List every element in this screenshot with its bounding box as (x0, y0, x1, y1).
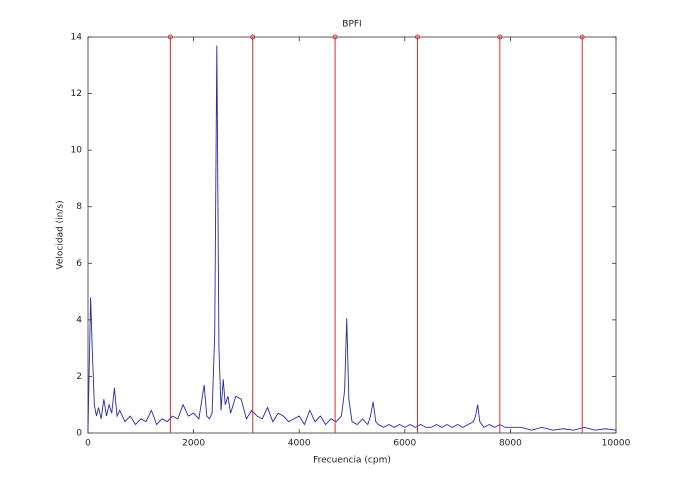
harmonic-marker (167, 34, 173, 40)
x-tick-label: 2000 (182, 439, 205, 449)
harmonic-marker (415, 34, 420, 40)
y-tick-label: 12 (71, 89, 82, 99)
harmonic-marker (579, 34, 585, 40)
x-tick-label: 4000 (288, 439, 311, 449)
y-tick-label: 0 (76, 429, 82, 439)
x-tick-label: 10000 (602, 439, 631, 449)
harmonic-marker (250, 34, 256, 40)
chart-title: BPFI (342, 20, 361, 30)
y-tick-label: 10 (71, 146, 83, 156)
y-tick-label: 14 (71, 33, 83, 43)
y-tick-label: 6 (76, 259, 82, 269)
spectrum-line (87, 45, 617, 431)
x-axis-label: Frecuencia (cpm) (313, 456, 391, 466)
x-tick-label: 0 (85, 439, 91, 449)
y-tick-label: 4 (76, 315, 82, 325)
y-axis-label: Velocidad (in/s) (56, 200, 66, 269)
harmonic-marker (497, 34, 503, 40)
x-tick-label: 6000 (393, 439, 416, 449)
x-tick-label: 8000 (499, 439, 522, 449)
y-tick-label: 2 (76, 372, 82, 382)
y-tick-label: 8 (76, 202, 82, 212)
plot-frame (87, 36, 617, 434)
harmonic-marker (332, 34, 338, 40)
